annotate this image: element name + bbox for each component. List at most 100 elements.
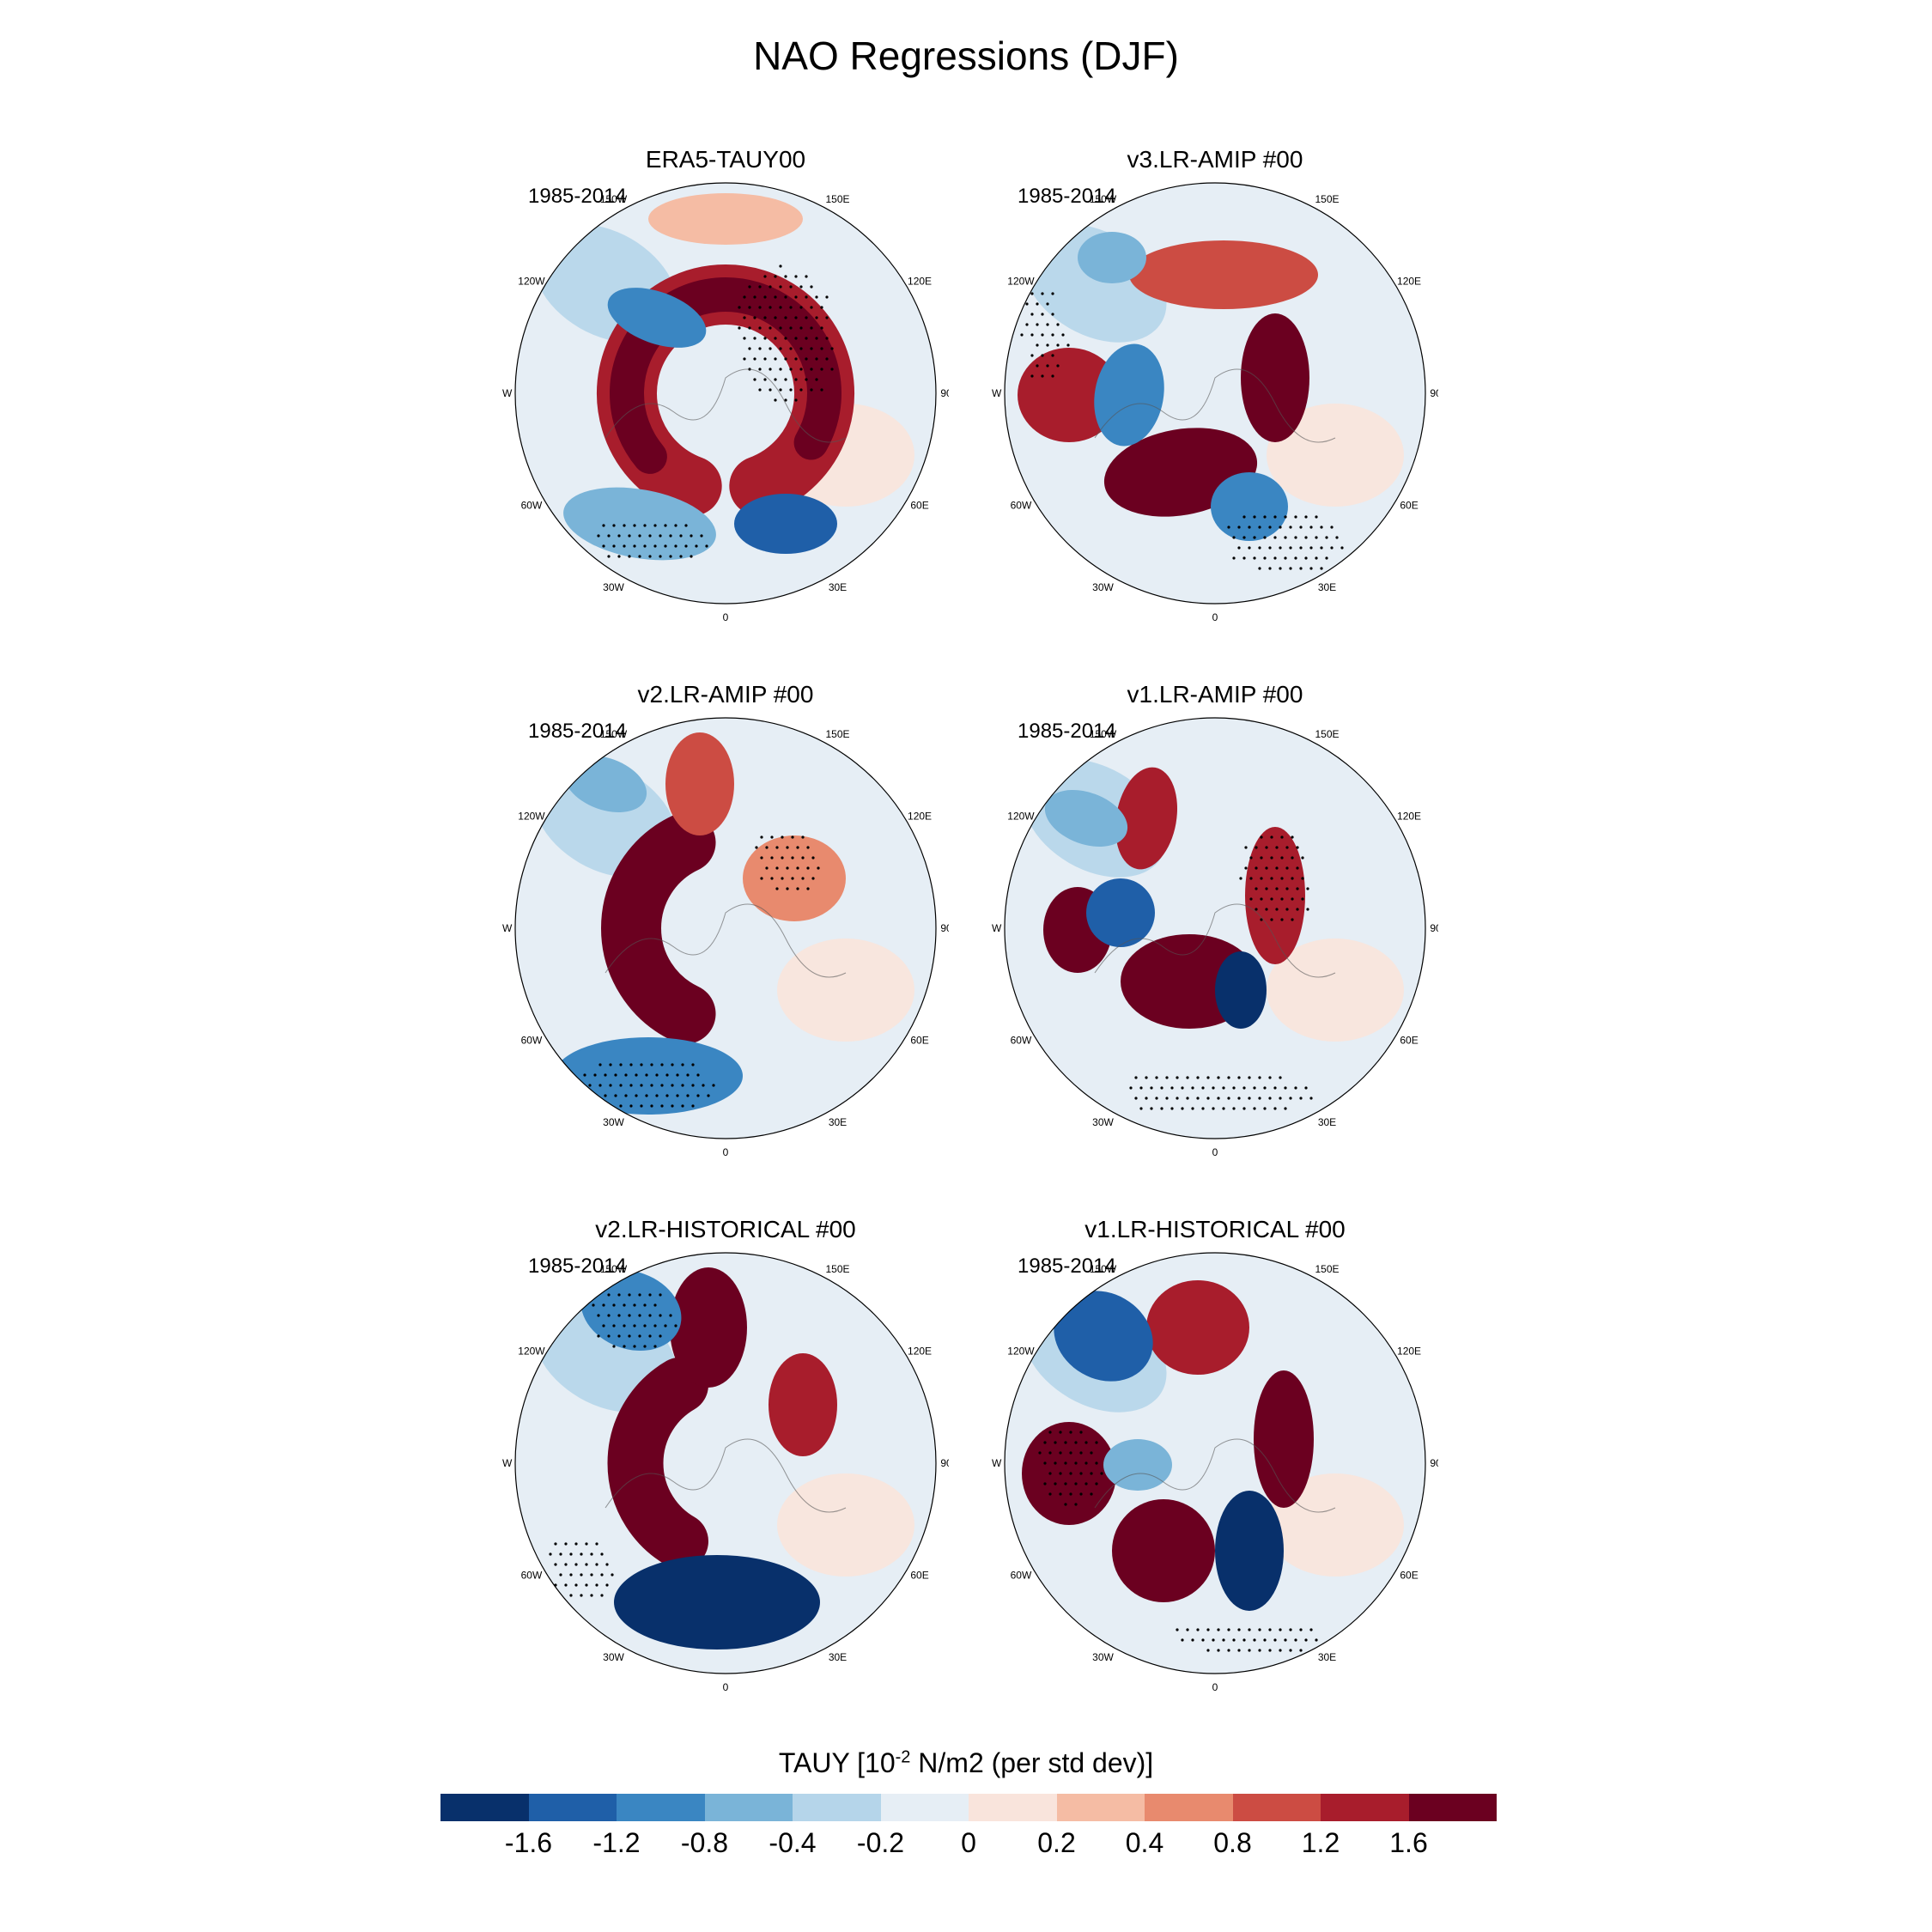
positive-anomaly (1115, 767, 1178, 870)
longitude-label: 150W (600, 728, 628, 740)
longitude-label: 30W (603, 581, 624, 593)
colorbar-tick-label: -0.2 (856, 1827, 905, 1858)
longitude-label: 150W (1090, 1263, 1117, 1275)
weak-positive-anomaly (1267, 404, 1404, 507)
coastline (1094, 1438, 1336, 1513)
negative-anomaly (1211, 472, 1288, 541)
significance-stipple (1239, 835, 1309, 921)
colorbar-tick-label: 1.2 (1301, 1827, 1340, 1858)
negative-anomaly (1044, 790, 1128, 847)
longitude-label: 30E (829, 1651, 847, 1663)
colorbar-tick-label: 1.6 (1389, 1827, 1428, 1858)
panel-title: ERA5-TAUY00 (645, 146, 806, 173)
positive-anomaly (665, 732, 734, 835)
longitude-label: 150W (1090, 193, 1117, 205)
positive-anomaly (1245, 827, 1305, 964)
longitude-label: 120W (1007, 811, 1035, 823)
colorbar-tick-label: -0.4 (769, 1827, 817, 1858)
colorbar-swatch (1321, 1794, 1409, 1821)
map-border (1004, 1252, 1426, 1674)
negative-anomaly (1103, 1439, 1172, 1491)
longitude-label: 90W (992, 1457, 1002, 1469)
longitude-label: 60W (1011, 500, 1032, 512)
coastline (605, 1438, 847, 1513)
longitude-label: 60W (521, 1570, 543, 1582)
negative-anomaly (734, 494, 837, 554)
longitude-label: 120W (1007, 1346, 1035, 1358)
polar-map: 180150E120E90E60E30E030W60W90W120W150W (992, 717, 1438, 1158)
polar-map: 180150E120E90E60E30E030W60W90W120W150W (502, 717, 949, 1158)
longitude-label: 150E (825, 728, 849, 740)
anomaly-field (515, 1253, 936, 1674)
longitude-label: 120W (518, 276, 545, 288)
positive-anomaly (1241, 313, 1309, 442)
longitude-label: 60W (1011, 1035, 1032, 1047)
colorbar-title-base: TAUY [10 (778, 1747, 896, 1778)
longitude-label: 0 (1212, 1681, 1218, 1693)
longitude-label: 0 (723, 1681, 729, 1693)
longitude-label: 30E (1318, 1116, 1336, 1128)
significance-stipple (755, 835, 820, 890)
longitude-label: 60E (1400, 1570, 1418, 1582)
colorbar-swatch (704, 1794, 793, 1821)
positive-anomaly (648, 193, 803, 245)
longitude-label: 60W (521, 1035, 543, 1047)
longitude-label: 0 (1212, 611, 1218, 623)
colorbar-tick-label: 0.8 (1213, 1827, 1252, 1858)
longitude-label: 60E (1400, 500, 1418, 512)
colorbar-tick-label: -1.6 (504, 1827, 553, 1858)
longitude-label: 90E (1430, 1457, 1438, 1469)
panel-title: v1.LR-AMIP #00 (1127, 681, 1303, 708)
longitude-label: 120E (1397, 811, 1421, 823)
longitude-label: 150E (1315, 728, 1339, 740)
longitude-label: 120W (518, 811, 545, 823)
positive-anomaly (769, 1353, 837, 1456)
colorbar-swatch (880, 1794, 969, 1821)
longitude-label: 60E (910, 1570, 928, 1582)
longitude-label: 30E (829, 581, 847, 593)
negative-anomaly (1215, 951, 1267, 1029)
negative-anomaly (1215, 1491, 1284, 1611)
colorbar-swatch (1145, 1794, 1233, 1821)
positive-anomaly (1129, 240, 1318, 309)
colorbar-tick-label: 0.4 (1125, 1827, 1164, 1858)
longitude-label: 150E (1315, 193, 1339, 205)
map-border (1004, 182, 1426, 605)
longitude-label: 30W (1092, 581, 1114, 593)
longitude-label: 120E (908, 1346, 932, 1358)
significance-stipple (1129, 1076, 1313, 1110)
negative-anomaly (1054, 1291, 1153, 1382)
longitude-label: 60W (521, 500, 543, 512)
map-panel: v2.LR-HISTORICAL #001985-2014180150E120E… (502, 1216, 949, 1697)
panel-period: 1985-2014 (528, 720, 627, 743)
anomaly-field (1005, 718, 1425, 1139)
longitude-label: 0 (723, 1146, 729, 1158)
colorbar-swatch (617, 1794, 705, 1821)
coastline (1094, 903, 1336, 978)
map-border (514, 1252, 937, 1674)
longitude-label: 120W (1007, 276, 1035, 288)
colorbar (440, 1794, 1497, 1821)
significance-stipple (738, 264, 834, 402)
longitude-label: 150E (825, 193, 849, 205)
panel-title: v2.LR-AMIP #00 (637, 681, 814, 708)
significance-stipple (597, 524, 708, 558)
map-panel: v1.LR-HISTORICAL #001985-2014180150E120E… (992, 1216, 1438, 1697)
negative-anomaly (554, 1037, 743, 1115)
positive-anomaly (1112, 1499, 1215, 1602)
panel-title: v1.LR-HISTORICAL #00 (1084, 1216, 1346, 1242)
anomaly-field (1005, 1253, 1425, 1674)
colorbar-swatch (1408, 1794, 1497, 1821)
significance-stipple (1038, 1431, 1103, 1506)
positive-anomaly (1022, 1422, 1116, 1525)
positive-anomaly (1146, 1280, 1249, 1375)
colorbar-tick-label: -1.2 (592, 1827, 641, 1858)
significance-stipple (592, 1293, 677, 1348)
colorbar-tick-label: 0 (961, 1827, 976, 1858)
panel-period: 1985-2014 (1018, 1255, 1116, 1278)
longitude-label: 30W (603, 1116, 624, 1128)
polar-map: 180150E120E90E60E30E030W60W90W120W150W (992, 182, 1438, 623)
weak-positive-anomaly (1267, 939, 1404, 1042)
longitude-label: 90W (502, 387, 513, 399)
longitude-label: 120E (908, 811, 932, 823)
